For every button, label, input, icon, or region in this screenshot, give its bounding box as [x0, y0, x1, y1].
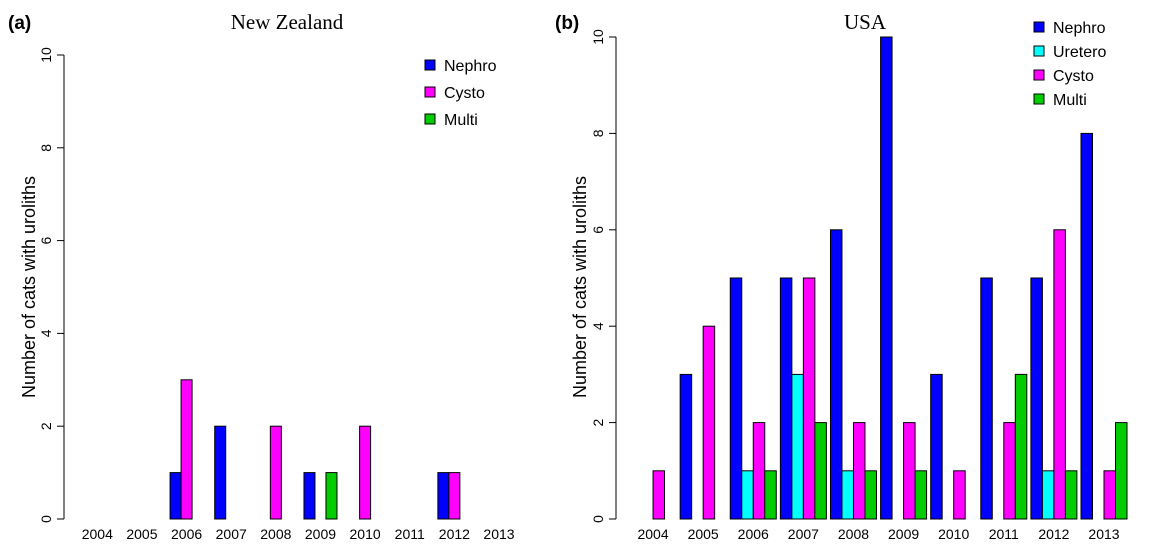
bar-uretero-2006: [741, 470, 754, 520]
bar-cysto-2009: [903, 422, 916, 520]
bar-multi-2008: [864, 470, 877, 520]
bar-multi-2009: [914, 470, 928, 520]
x-tick-label: 2004: [82, 526, 113, 542]
x-tick-label: 2012: [439, 526, 470, 542]
bar-cysto-2013: [1103, 470, 1116, 520]
bar-nephro-2012: [1030, 277, 1043, 520]
bar-nephro-2013: [1080, 132, 1093, 520]
legend: Nephro Uretero Cysto Multi: [1033, 20, 1106, 109]
bar-cysto-2012: [448, 472, 461, 520]
bar-cysto-2008: [852, 422, 866, 520]
x-tick-label: 2012: [1038, 526, 1069, 542]
bar-nephro-2012: [437, 472, 450, 520]
bar-multi-2012: [1064, 470, 1078, 520]
legend-swatch-nephro: [424, 59, 436, 71]
bar-cysto-2011: [1003, 422, 1016, 520]
bar-nephro-2005: [679, 373, 693, 520]
legend-swatch-cysto: [1033, 69, 1045, 81]
bar-nephro-2010: [930, 373, 943, 520]
x-tick-label: 2008: [260, 526, 291, 542]
bar-multi-2013: [1115, 422, 1128, 520]
chart-panel-a: (a) New Zealand 0 2 4 6 8 10 Number of cats with…: [8, 10, 515, 542]
y-tick-label: 0: [38, 515, 54, 523]
bar-multi-2011: [1014, 373, 1028, 520]
y-tick-label: 6: [590, 226, 606, 234]
bars: [652, 36, 1128, 520]
legend-label-nephro: Nephro: [444, 58, 497, 75]
y-tick-label: 2: [590, 418, 606, 426]
x-tick-label: 2011: [989, 526, 1019, 542]
bar-cysto-2008: [269, 425, 282, 520]
legend-label-nephro: Nephro: [1053, 20, 1106, 37]
bar-nephro-2006: [169, 472, 182, 520]
bar-nephro-2009: [880, 36, 893, 520]
y-tick-label: 8: [590, 129, 606, 137]
y-tick-label: 2: [38, 422, 54, 430]
bar-multi-2007: [814, 422, 827, 520]
x-tick-label: 2005: [126, 526, 157, 542]
y-tick-label: 4: [590, 322, 606, 330]
x-tick-label: 2006: [171, 526, 202, 542]
x-tick-label: 2009: [305, 526, 336, 542]
bar-uretero-2008: [841, 470, 854, 520]
bar-cysto-2010: [953, 470, 966, 520]
y-axis-label: Number of cats with uroliths: [19, 176, 39, 398]
bar-nephro-2007: [214, 425, 227, 520]
bar-cysto-2005: [702, 325, 716, 520]
bar-nephro-2007: [779, 277, 793, 520]
y-tick-label: 0: [590, 515, 606, 523]
x-tick-label: 2007: [788, 526, 819, 542]
x-tick-label: 2007: [216, 526, 247, 542]
legend-swatch-multi: [1033, 93, 1045, 105]
chart-title: USA: [844, 10, 887, 34]
bar-multi-2009: [325, 472, 338, 520]
bar-multi-2006: [764, 470, 777, 520]
x-tick-label: 2005: [688, 526, 719, 542]
x-tick-label: 2006: [738, 526, 769, 542]
x-tick-label: 2009: [888, 526, 919, 542]
y-axis-label: Number of cats with uroliths: [570, 176, 590, 398]
legend-label-cysto: Cysto: [1053, 68, 1094, 85]
bar-uretero-2007: [791, 373, 804, 520]
bar-cysto-2006: [180, 379, 193, 520]
bar-nephro-2011: [980, 277, 993, 520]
bar-cysto-2010: [359, 425, 372, 520]
bar-cysto-2006: [752, 422, 766, 520]
legend-swatch-multi: [424, 113, 436, 125]
bar-cysto-2004: [652, 470, 666, 520]
chart-title: New Zealand: [231, 10, 344, 34]
legend-label-cysto: Cysto: [444, 85, 485, 102]
x-tick-label: 2010: [350, 526, 381, 542]
bar-cysto-2007: [802, 277, 816, 520]
x-tick-label: 2013: [483, 526, 514, 542]
x-tick-label: 2010: [938, 526, 969, 542]
bar-uretero-2012: [1041, 470, 1055, 520]
bar-cysto-2012: [1053, 229, 1066, 520]
legend-swatch-uretero: [1033, 45, 1045, 57]
x-tick-label: 2008: [838, 526, 869, 542]
x-tick-label: 2004: [637, 526, 668, 542]
legend-label-multi: Multi: [444, 112, 478, 129]
y-tick-label: 10: [38, 47, 54, 63]
legend: Nephro Cysto Multi: [424, 58, 497, 129]
x-tick-label: 2011: [395, 526, 425, 542]
bars: [169, 379, 461, 520]
bar-nephro-2009: [303, 472, 316, 520]
chart-panel-b: (b) USA 0 2 4 6 8 10 Number of cats with urolith…: [555, 10, 1128, 542]
bar-nephro-2008: [829, 229, 843, 520]
legend-label-uretero: Uretero: [1053, 44, 1106, 61]
y-tick-label: 6: [38, 236, 54, 244]
legend-swatch-nephro: [1033, 21, 1045, 33]
x-tick-label: 2013: [1088, 526, 1119, 542]
y-tick-label: 10: [590, 29, 606, 45]
panel-letter: (b): [555, 13, 579, 34]
y-tick-label: 8: [38, 144, 54, 152]
panel-letter: (a): [8, 13, 31, 34]
legend-swatch-cysto: [424, 86, 436, 98]
y-tick-label: 4: [38, 329, 54, 337]
bar-nephro-2006: [729, 277, 743, 520]
legend-label-multi: Multi: [1053, 92, 1087, 109]
